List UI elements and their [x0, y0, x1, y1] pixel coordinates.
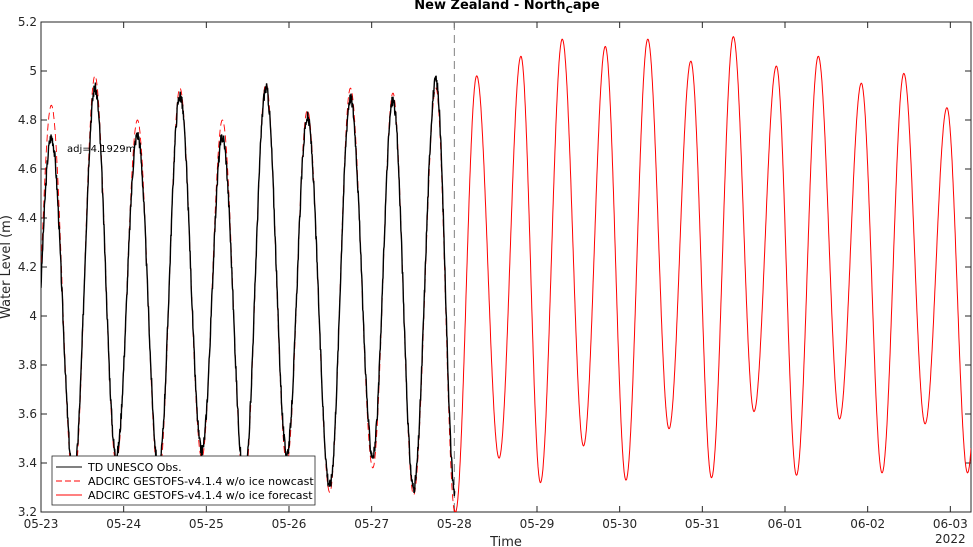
- y-axis: 3.2 3.4 3.6 3.8 4 4.2 4.4 4.6 4.8 5 5.2: [18, 15, 971, 519]
- x-tick-label: 05-29: [520, 517, 555, 531]
- adjustment-annotation: adj=4.1929m: [67, 144, 135, 155]
- y-tick-label: 4.2: [18, 260, 37, 274]
- y-tick-label: 3.8: [18, 358, 37, 372]
- x-axis-title: Time: [489, 535, 522, 547]
- x-tick-label: 05-30: [602, 517, 637, 531]
- y-tick-label: 4.6: [18, 162, 37, 176]
- series-observed-line: [41, 75, 456, 497]
- legend-label-obs: TD UNESCO Obs.: [87, 461, 182, 474]
- x-tick-label: 06-01: [768, 517, 803, 531]
- legend-box: [51, 455, 316, 506]
- y-tick-label: 5.2: [18, 15, 37, 29]
- x-year-label: 2022: [935, 532, 966, 546]
- x-tick-label: 05-27: [354, 517, 389, 531]
- x-tick-label: 05-25: [189, 517, 224, 531]
- x-tick-label: 05-24: [106, 517, 141, 531]
- series-forecast-line: [453, 36, 971, 512]
- y-tick-label: 4: [29, 309, 37, 323]
- y-tick-label: 4.8: [18, 113, 37, 127]
- series-layer: [41, 36, 971, 512]
- y-tick-label: 4.4: [18, 211, 37, 225]
- plot-area: [40, 21, 972, 513]
- y-tick-label: 3.4: [18, 456, 37, 470]
- x-tick-label: 05-31: [685, 517, 720, 531]
- x-tick-label: 06-02: [850, 517, 885, 531]
- legend-label-forecast: ADCIRC GESTOFS-v4.1.4 w/o ice forecast: [88, 489, 313, 502]
- x-axis: 05-23 05-24 05-25 05-26 05-27 05-28 05-29 05-30…: [24, 22, 968, 546]
- x-tick-label: 05-26: [272, 517, 307, 531]
- y-tick-label: 5: [29, 64, 37, 78]
- y-tick-label: 3.6: [18, 407, 37, 421]
- chart-title: New Zealand - NorthCape: [414, 0, 600, 16]
- legend-label-nowcast: ADCIRC GESTOFS-v4.1.4 w/o ice nowcast: [88, 475, 314, 488]
- x-tick-label: 05-28: [437, 517, 472, 531]
- x-tick-label: 05-23: [24, 517, 59, 531]
- y-axis-title: Water Level (m): [0, 215, 14, 319]
- x-tick-label: 06-03: [933, 517, 968, 531]
- legend: TD UNESCO Obs. ADCIRC GESTOFS-v4.1.4 w/o…: [51, 455, 316, 506]
- y-tick-label: 3.2: [18, 505, 37, 519]
